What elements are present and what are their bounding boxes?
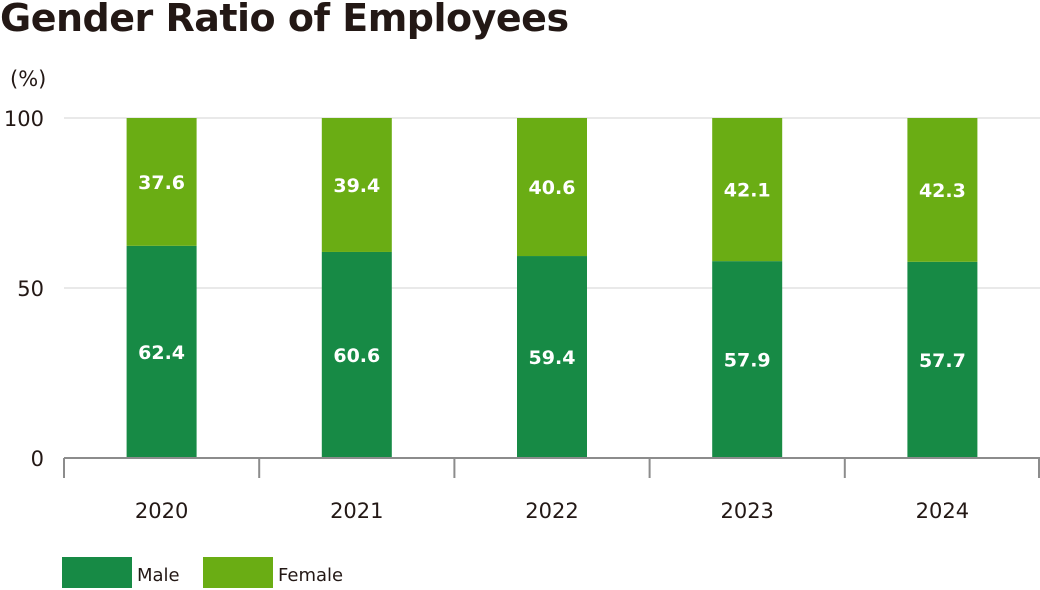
x-tick-label: 2020 <box>135 499 188 523</box>
legend-label-male: Male <box>137 565 180 586</box>
bar-female-2021 <box>321 118 392 252</box>
bar-female-2022 <box>517 118 587 257</box>
bar-male-2024 <box>907 261 978 458</box>
data-label: 60.6 <box>333 345 380 367</box>
bar-male-2022 <box>517 256 587 458</box>
x-tick-label: 2022 <box>525 499 578 523</box>
data-label: 40.6 <box>529 177 576 199</box>
bar-male-2023 <box>712 261 783 458</box>
bar-female-2024 <box>907 118 978 262</box>
y-tick-label: 100 <box>4 107 44 131</box>
bar-male-2021 <box>321 251 392 458</box>
data-label: 62.4 <box>138 342 185 364</box>
bar-female-2020 <box>126 118 197 246</box>
x-tick-label: 2024 <box>916 499 969 523</box>
bar-female-2023 <box>712 118 783 262</box>
bar-male-2020 <box>126 245 197 458</box>
data-label: 37.6 <box>138 172 185 194</box>
y-tick-label: 0 <box>31 447 44 471</box>
data-label: 57.9 <box>724 350 771 372</box>
y-axis-unit: (%) <box>10 67 46 91</box>
x-tick-label: 2023 <box>720 499 773 523</box>
chart-title: Gender Ratio of Employees <box>0 0 569 40</box>
data-label: 42.1 <box>724 180 771 202</box>
data-label: 57.7 <box>919 350 966 372</box>
data-label: 59.4 <box>529 347 576 369</box>
x-tick-label: 2021 <box>330 499 383 523</box>
data-label: 39.4 <box>333 175 380 197</box>
legend-swatch-male <box>62 557 132 588</box>
y-tick-label: 50 <box>17 277 44 301</box>
legend-label-female: Female <box>278 565 343 586</box>
data-label: 42.3 <box>919 180 966 202</box>
legend-swatch-female <box>203 557 273 588</box>
